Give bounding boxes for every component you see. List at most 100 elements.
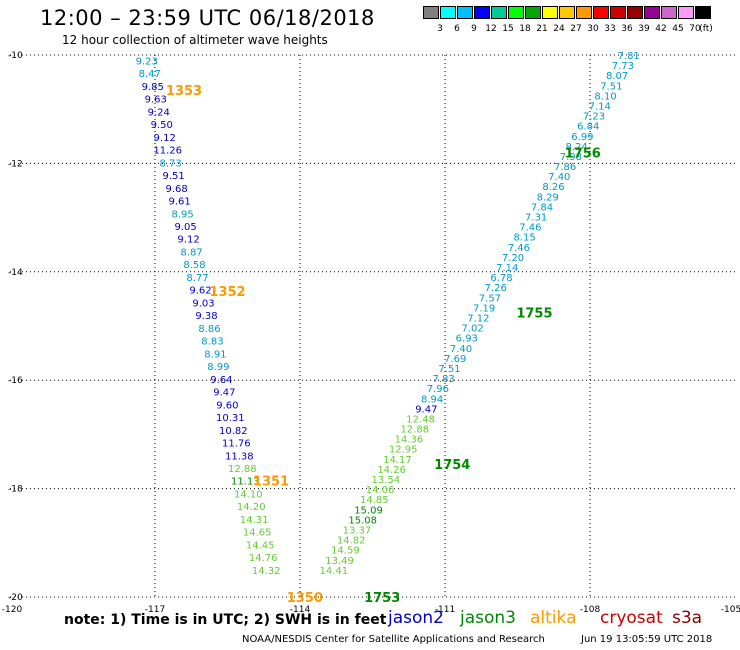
wave-height-value: 7.86: [554, 162, 576, 173]
lon-tick-label: -114: [290, 605, 311, 615]
wave-height-value: 9.23: [136, 56, 158, 67]
wave-height-value: 7.40: [548, 172, 570, 183]
wave-height-value: 14.31: [240, 515, 269, 526]
wave-height-value: 7.83: [433, 374, 455, 385]
wave-height-value: 7.98: [560, 152, 582, 163]
wave-height-value: 11.38: [225, 451, 254, 462]
wave-height-value: 6.78: [490, 273, 512, 284]
wave-height-value: 14.41: [320, 566, 349, 577]
satellite-label-jason2: jason2: [388, 608, 444, 628]
wave-height-value: 14.10: [234, 489, 263, 500]
legend-swatch: [559, 6, 575, 19]
wave-height-value: 14.65: [243, 528, 272, 539]
lon-tick-label: -120: [2, 605, 23, 615]
legend-swatch: [457, 6, 473, 19]
lon-tick-label: -105: [721, 605, 740, 615]
wave-height-value: 8.83: [201, 337, 223, 348]
wave-height-value: 7.73: [612, 61, 634, 72]
lat-tick-label: -18: [8, 485, 23, 495]
legend-swatch: [542, 6, 558, 19]
lat-tick-label: -16: [8, 376, 23, 386]
wave-height-value: 14.32: [252, 566, 281, 577]
wave-height-value: 14.45: [246, 540, 275, 551]
wave-height-value: 14.06: [366, 485, 395, 496]
wave-height-value: 8.15: [513, 233, 535, 244]
legend-swatch: [610, 6, 626, 19]
map-subtitle: 12 hour collection of altimeter wave hei…: [62, 33, 328, 47]
legend-swatch: [474, 6, 490, 19]
wave-height-value: 15.08: [348, 515, 377, 526]
pass-time-label: 1351: [253, 474, 289, 489]
legend-label: 30: [587, 24, 599, 34]
lat-tick-label: -14: [8, 268, 23, 278]
wave-height-value: 7.20: [502, 253, 524, 264]
wave-height-value: 12.88: [400, 425, 429, 436]
satellite-label-cryosat: cryosat: [600, 608, 663, 628]
wave-height-value: 13.54: [372, 475, 401, 486]
wave-height-value: 14.76: [249, 553, 278, 564]
wave-height-value: 12.95: [389, 445, 418, 456]
wave-height-value: 12.88: [228, 464, 257, 475]
wave-height-value: 9.63: [145, 95, 167, 106]
lon-tick-label: -117: [145, 605, 165, 615]
wave-height-value: 9.03: [192, 298, 214, 309]
legend-label: 33: [604, 24, 616, 34]
wave-height-value: 10.82: [219, 426, 248, 437]
footer-note: note: 1) Time is in UTC; 2) SWH is in fe…: [64, 612, 387, 628]
legend-swatch: [661, 6, 677, 19]
wave-height-value: 14.36: [395, 435, 424, 446]
wave-height-value: 7.14: [589, 101, 611, 112]
wave-height-value: 7.40: [450, 344, 472, 355]
wave-height-value: 8.86: [198, 324, 220, 335]
legend-swatch: [627, 6, 643, 19]
wave-height-value: 7.46: [519, 223, 541, 234]
lat-tick-label: -12: [8, 159, 23, 169]
legend-swatch: [644, 6, 660, 19]
wave-height-value: 9.60: [216, 400, 238, 411]
wave-height-value: 9.12: [154, 133, 176, 144]
wave-height-value: 7.31: [525, 213, 547, 224]
wave-height-value: 7.81: [618, 51, 640, 62]
wave-height-value: 7.19: [473, 303, 495, 314]
wave-height-value: 7.02: [461, 324, 483, 335]
satellite-label-s3a: s3a: [672, 608, 703, 628]
wave-height-value: 9.38: [195, 311, 217, 322]
lon-tick-label: -111: [435, 605, 455, 615]
wave-height-value: 8.99: [207, 362, 229, 373]
wave-height-value: 7.51: [438, 364, 460, 375]
wave-height-value: 8.94: [421, 394, 443, 405]
legend-swatch: [678, 6, 694, 19]
wave-height-value: 7.84: [531, 202, 553, 213]
legend-label: 42: [655, 24, 667, 34]
wave-height-value: 7.23: [583, 112, 605, 123]
wave-height-value: 14.17: [383, 455, 412, 466]
wave-height-value: 9.61: [168, 197, 190, 208]
wave-height-value: 9.47: [415, 404, 437, 415]
wave-height-value: 7.14: [496, 263, 518, 274]
wave-height-value: 8.26: [542, 182, 564, 193]
legend-label: 45: [672, 24, 684, 34]
legend-label: 36: [621, 24, 633, 34]
wave-height-value: 13.49: [325, 556, 354, 567]
wave-height-value: 9.12: [177, 235, 199, 246]
legend-label: 9: [471, 24, 477, 34]
pass-time-label: 1753: [364, 591, 400, 606]
wave-height-value: 7.57: [479, 293, 501, 304]
pass-time-label: 1755: [516, 306, 552, 321]
legend-swatch: [440, 6, 456, 19]
wave-height-value: 13.37: [343, 526, 372, 537]
wave-height-value: 8.73: [160, 158, 182, 169]
wave-height-value: 9.85: [142, 82, 164, 93]
lat-tick-label: -20: [8, 593, 23, 603]
legend-label: 6: [454, 24, 460, 34]
pass-time-label: 1756: [565, 147, 601, 162]
wave-height-value: 9.50: [151, 120, 173, 131]
wave-height-value: 11.76: [222, 439, 251, 450]
wave-height-value: 7.96: [427, 384, 449, 395]
wave-height-value: 11.26: [153, 146, 182, 157]
pass-time-label: 1352: [209, 285, 245, 300]
legend-swatch: [695, 6, 711, 19]
wave-height-value: 8.91: [204, 349, 226, 360]
wave-height-value: 9.51: [163, 171, 185, 182]
